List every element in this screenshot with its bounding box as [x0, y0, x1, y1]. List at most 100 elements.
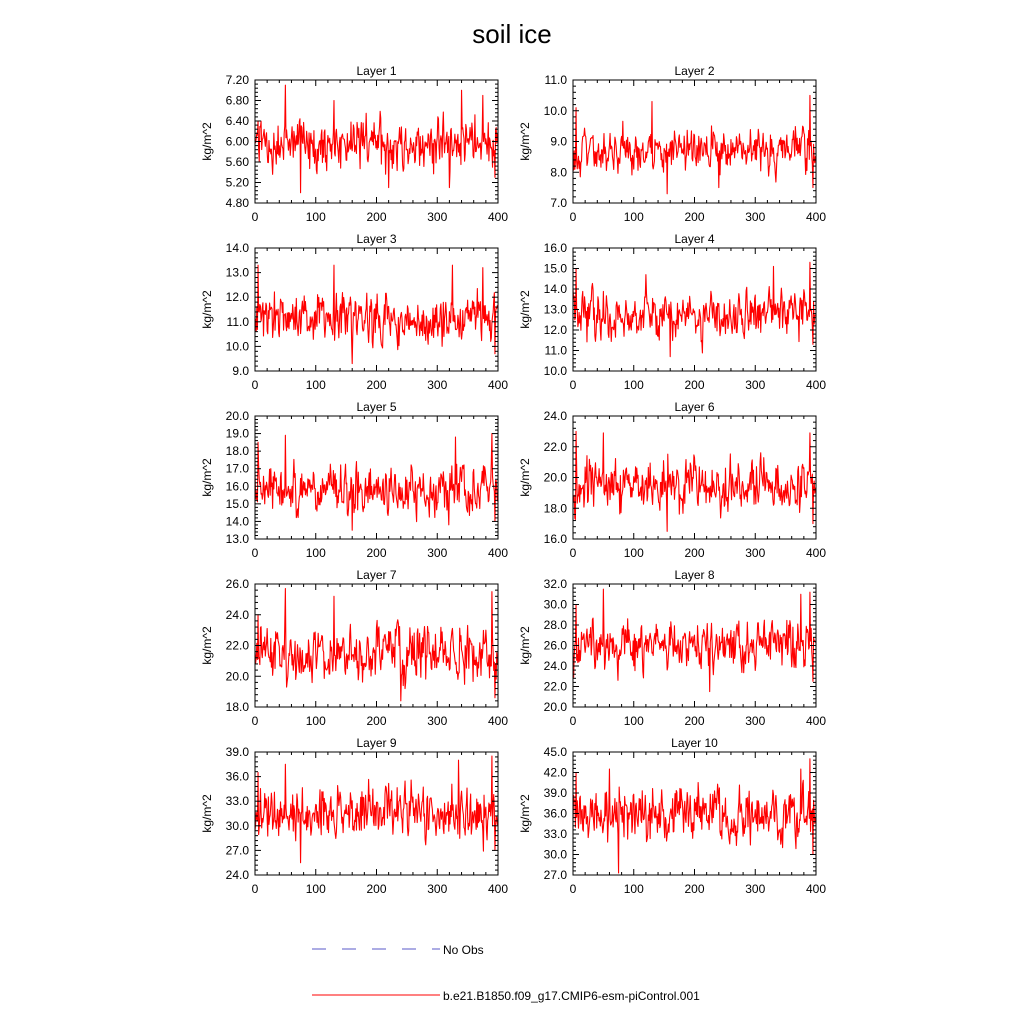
y-tick-label: 13.0 — [544, 303, 568, 317]
y-tick-label: 9.0 — [550, 135, 567, 149]
layer-panel: Layer 10 kg/m^2 0 100 200 300 400 27.0 30.0 33.0 3… — [518, 736, 826, 896]
x-tick-label: 300 — [745, 882, 765, 896]
y-tick-label: 6.00 — [226, 135, 250, 149]
panel-title: Layer 1 — [356, 64, 396, 78]
y-tick-label: 20.0 — [544, 471, 568, 485]
layer-panel: Layer 1 kg/m^2 0 100 200 300 400 4.80 5.20 5.60 6.… — [200, 64, 508, 224]
y-tick-label: 11.0 — [227, 315, 250, 329]
x-tick-label: 0 — [252, 882, 259, 896]
y-axis-label: kg/m^2 — [518, 626, 532, 665]
y-tick-label: 18.0 — [226, 700, 250, 714]
y-axis-label: kg/m^2 — [200, 794, 214, 833]
y-tick-label: 20.0 — [226, 669, 250, 683]
y-tick-label: 14.0 — [226, 514, 250, 528]
y-tick-label: 30.0 — [226, 819, 250, 833]
y-axis-label: kg/m^2 — [200, 290, 214, 329]
legend-obs-label: No Obs — [443, 943, 484, 957]
y-axis-label: kg/m^2 — [518, 290, 532, 329]
layer-panel: Layer 5 kg/m^2 0 100 200 300 400 13.0 14.0 15.0 16… — [200, 400, 508, 560]
y-tick-label: 36.0 — [544, 807, 568, 821]
x-tick-label: 0 — [570, 882, 577, 896]
panel-title: Layer 7 — [356, 568, 396, 582]
y-tick-label: 5.20 — [226, 176, 250, 190]
x-tick-label: 0 — [570, 714, 577, 728]
y-tick-label: 5.60 — [226, 155, 250, 169]
x-tick-label: 400 — [806, 546, 826, 560]
y-tick-label: 8.0 — [550, 165, 567, 179]
x-tick-label: 100 — [306, 882, 326, 896]
y-tick-label: 12.0 — [226, 290, 250, 304]
y-tick-label: 30.0 — [544, 598, 568, 612]
x-tick-label: 100 — [624, 714, 644, 728]
x-tick-label: 100 — [306, 378, 326, 392]
series-line — [572, 430, 816, 532]
panel-title: Layer 8 — [674, 568, 714, 582]
y-tick-label: 24.0 — [544, 659, 568, 673]
figure-title: soil ice — [472, 19, 551, 49]
y-tick-label: 26.0 — [226, 577, 250, 591]
layer-panel: Layer 4 kg/m^2 0 100 200 300 400 10.0 11.0 12.0 13… — [518, 232, 826, 392]
y-axis-label: kg/m^2 — [518, 122, 532, 161]
x-tick-label: 400 — [806, 882, 826, 896]
y-tick-label: 26.0 — [544, 639, 568, 653]
x-tick-label: 200 — [684, 546, 704, 560]
x-tick-label: 0 — [252, 210, 259, 224]
x-tick-label: 200 — [366, 210, 386, 224]
y-tick-label: 13.0 — [226, 266, 250, 280]
y-tick-label: 6.80 — [226, 94, 250, 108]
x-tick-label: 300 — [427, 882, 447, 896]
y-axis-label: kg/m^2 — [200, 458, 214, 497]
x-tick-label: 200 — [684, 714, 704, 728]
x-tick-label: 0 — [252, 546, 259, 560]
y-tick-label: 36.0 — [226, 770, 250, 784]
series-line — [572, 261, 816, 358]
y-tick-label: 32.0 — [544, 577, 568, 591]
y-tick-label: 30.0 — [544, 848, 568, 862]
y-tick-label: 14.0 — [226, 241, 250, 255]
series-line — [254, 84, 498, 194]
x-tick-label: 200 — [366, 882, 386, 896]
y-tick-label: 11.0 — [545, 73, 568, 87]
x-tick-label: 200 — [684, 210, 704, 224]
x-tick-label: 200 — [366, 378, 386, 392]
y-tick-label: 33.0 — [544, 827, 568, 841]
layer-panel: Layer 7 kg/m^2 0 100 200 300 400 18.0 20.0 22.0 24… — [200, 568, 508, 728]
y-axis-label: kg/m^2 — [200, 626, 214, 665]
y-tick-label: 24.0 — [226, 868, 250, 882]
y-tick-label: 20.0 — [226, 409, 250, 423]
x-tick-label: 200 — [366, 714, 386, 728]
series-line — [572, 758, 816, 874]
x-tick-label: 100 — [624, 546, 644, 560]
y-tick-label: 16.0 — [544, 532, 568, 546]
x-tick-label: 400 — [806, 378, 826, 392]
y-tick-label: 22.0 — [544, 440, 568, 454]
x-tick-label: 300 — [745, 714, 765, 728]
series-line — [254, 588, 498, 702]
x-tick-label: 200 — [684, 378, 704, 392]
y-tick-label: 22.0 — [544, 680, 568, 694]
x-tick-label: 400 — [488, 378, 508, 392]
x-tick-label: 0 — [252, 714, 259, 728]
x-tick-label: 0 — [570, 210, 577, 224]
y-tick-label: 22.0 — [226, 639, 250, 653]
x-tick-label: 300 — [427, 546, 447, 560]
x-tick-label: 100 — [306, 546, 326, 560]
x-tick-label: 100 — [306, 714, 326, 728]
y-tick-label: 24.0 — [226, 608, 250, 622]
x-tick-label: 300 — [427, 378, 447, 392]
y-tick-label: 4.80 — [226, 196, 250, 210]
y-axis-label: kg/m^2 — [518, 794, 532, 833]
x-tick-label: 300 — [427, 210, 447, 224]
y-tick-label: 42.0 — [544, 766, 568, 780]
panel-title: Layer 5 — [356, 400, 396, 414]
x-tick-label: 0 — [570, 378, 577, 392]
series-line — [254, 264, 498, 365]
x-tick-label: 0 — [570, 546, 577, 560]
y-tick-label: 19.0 — [226, 427, 250, 441]
y-tick-label: 11.0 — [545, 344, 568, 358]
legend: No Obs b.e21.B1850.f09_g17.CMIP6-esm-piC… — [312, 943, 700, 1003]
x-tick-label: 400 — [806, 714, 826, 728]
y-tick-label: 15.0 — [226, 497, 250, 511]
x-tick-label: 100 — [306, 210, 326, 224]
x-tick-label: 200 — [366, 546, 386, 560]
